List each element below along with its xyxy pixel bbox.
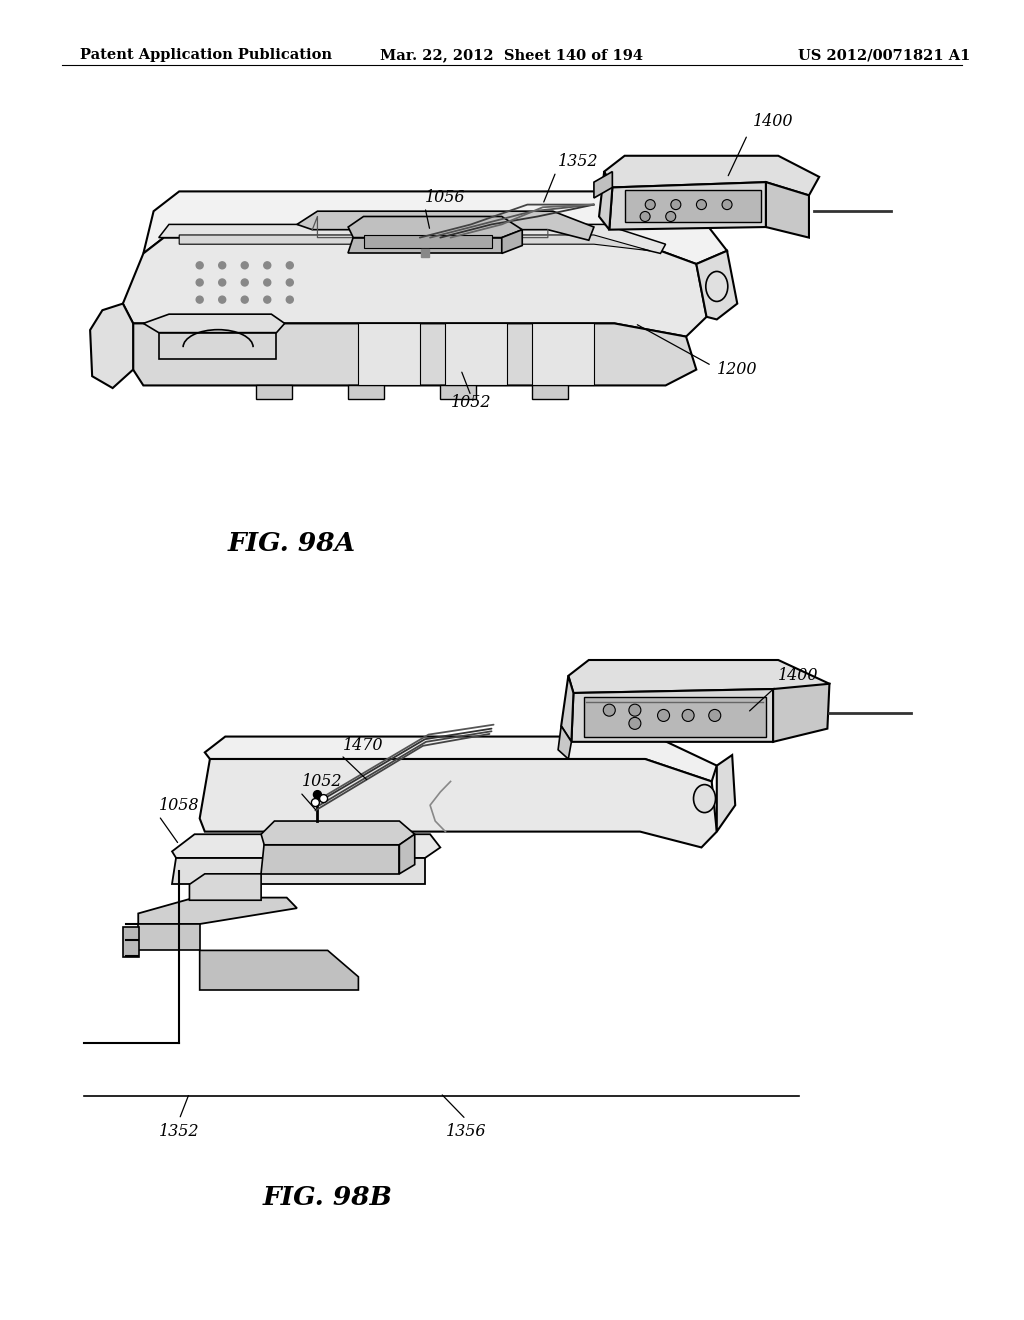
Polygon shape	[440, 385, 476, 399]
Polygon shape	[696, 251, 737, 319]
Circle shape	[311, 799, 319, 807]
Polygon shape	[717, 755, 735, 832]
Circle shape	[682, 709, 694, 722]
Polygon shape	[625, 190, 761, 222]
Polygon shape	[502, 230, 522, 253]
Circle shape	[219, 279, 225, 286]
Polygon shape	[584, 697, 766, 737]
Polygon shape	[348, 385, 384, 399]
Polygon shape	[773, 684, 829, 742]
Polygon shape	[297, 211, 594, 240]
Text: 1352: 1352	[558, 153, 599, 169]
Polygon shape	[561, 676, 573, 742]
Polygon shape	[123, 927, 139, 957]
Text: 1056: 1056	[425, 190, 466, 206]
Polygon shape	[143, 314, 285, 333]
Circle shape	[242, 279, 248, 286]
Polygon shape	[138, 898, 297, 924]
Polygon shape	[571, 689, 773, 742]
Polygon shape	[123, 238, 707, 337]
Polygon shape	[348, 216, 522, 238]
Polygon shape	[532, 323, 594, 385]
Text: 1400: 1400	[753, 114, 794, 129]
Polygon shape	[599, 172, 612, 230]
Polygon shape	[594, 172, 612, 198]
Polygon shape	[348, 238, 502, 253]
Text: FIG. 98A: FIG. 98A	[227, 532, 356, 556]
Text: 1052: 1052	[302, 774, 343, 789]
Ellipse shape	[693, 784, 716, 813]
Circle shape	[264, 279, 270, 286]
Circle shape	[219, 296, 225, 304]
Text: Patent Application Publication: Patent Application Publication	[80, 49, 332, 62]
Circle shape	[287, 279, 293, 286]
Polygon shape	[399, 834, 415, 874]
Polygon shape	[261, 821, 415, 845]
Ellipse shape	[706, 272, 728, 301]
Polygon shape	[200, 950, 358, 990]
Text: US 2012/0071821 A1: US 2012/0071821 A1	[798, 49, 970, 62]
Circle shape	[645, 199, 655, 210]
Polygon shape	[609, 182, 766, 230]
Text: 1356: 1356	[445, 1123, 486, 1139]
Circle shape	[197, 261, 203, 269]
Polygon shape	[256, 385, 292, 399]
Circle shape	[287, 261, 293, 269]
Text: 1052: 1052	[451, 395, 492, 411]
Circle shape	[640, 211, 650, 222]
Circle shape	[287, 296, 293, 304]
Polygon shape	[532, 385, 568, 399]
Polygon shape	[604, 156, 819, 195]
Circle shape	[197, 279, 203, 286]
Polygon shape	[172, 858, 425, 884]
Polygon shape	[133, 323, 696, 385]
Polygon shape	[261, 845, 399, 874]
Circle shape	[264, 261, 270, 269]
Polygon shape	[205, 737, 717, 781]
Circle shape	[264, 296, 270, 304]
Text: FIG. 98B: FIG. 98B	[263, 1185, 392, 1209]
Text: 1352: 1352	[159, 1123, 200, 1139]
Polygon shape	[558, 726, 571, 759]
Circle shape	[671, 199, 681, 210]
Polygon shape	[200, 759, 717, 847]
Circle shape	[242, 261, 248, 269]
Circle shape	[722, 199, 732, 210]
Circle shape	[197, 296, 203, 304]
Polygon shape	[568, 660, 829, 702]
Text: 1400: 1400	[778, 668, 819, 684]
Circle shape	[709, 709, 721, 722]
Circle shape	[657, 709, 670, 722]
Polygon shape	[90, 304, 133, 388]
Polygon shape	[358, 323, 420, 385]
Text: Mar. 22, 2012  Sheet 140 of 194: Mar. 22, 2012 Sheet 140 of 194	[381, 49, 643, 62]
Polygon shape	[179, 235, 650, 251]
Circle shape	[242, 296, 248, 304]
Circle shape	[629, 704, 641, 717]
Circle shape	[603, 704, 615, 717]
Text: 1200: 1200	[717, 362, 758, 378]
Polygon shape	[159, 333, 276, 359]
Text: 1058: 1058	[159, 797, 200, 813]
Polygon shape	[143, 191, 727, 264]
Text: 1470: 1470	[343, 738, 384, 754]
Polygon shape	[766, 182, 809, 238]
Polygon shape	[445, 323, 507, 385]
Circle shape	[313, 791, 322, 799]
Circle shape	[319, 795, 328, 803]
Circle shape	[219, 261, 225, 269]
Polygon shape	[159, 224, 666, 253]
Polygon shape	[364, 235, 492, 248]
Circle shape	[696, 199, 707, 210]
Circle shape	[666, 211, 676, 222]
Polygon shape	[172, 834, 440, 858]
Polygon shape	[138, 924, 200, 950]
Polygon shape	[189, 874, 261, 900]
Circle shape	[629, 717, 641, 730]
